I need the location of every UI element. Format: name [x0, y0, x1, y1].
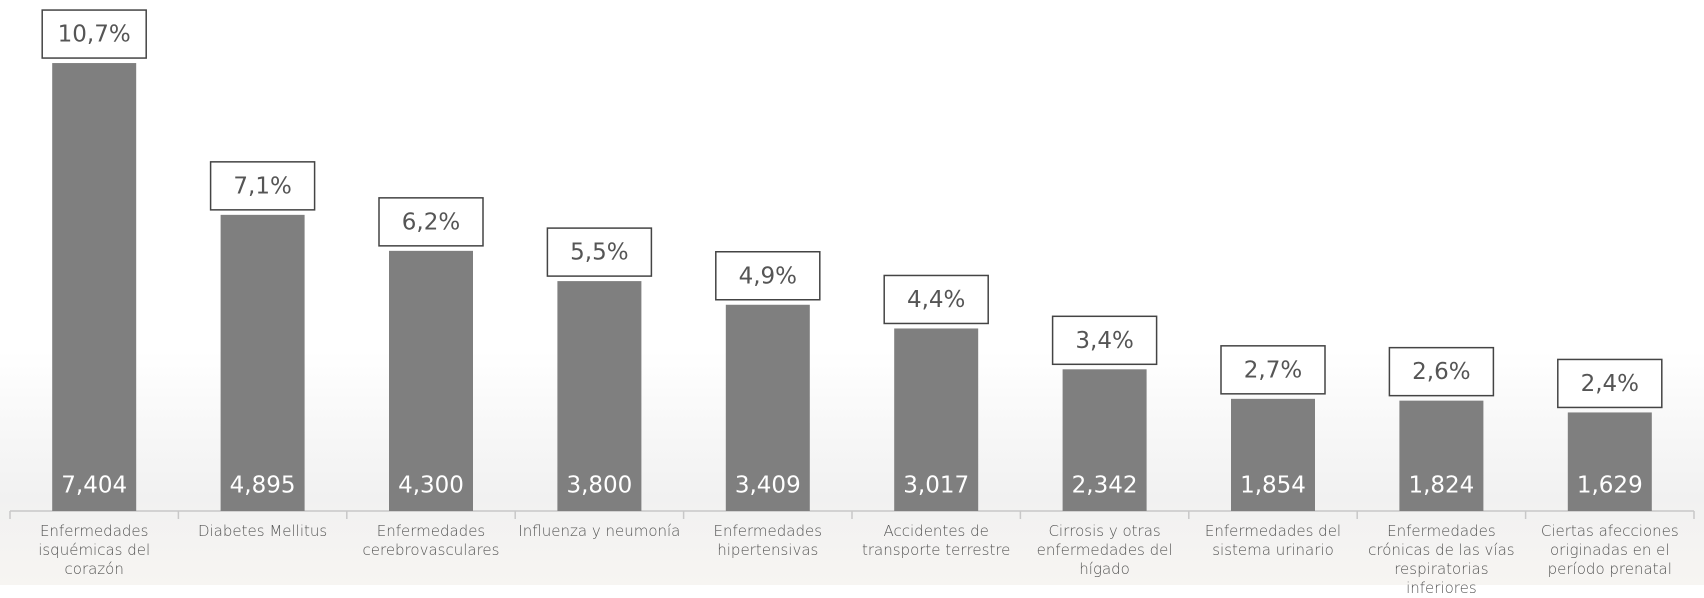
- percent-label: 10,7%: [58, 22, 131, 48]
- bar: [1062, 369, 1147, 511]
- percent-box: [41, 9, 147, 59]
- x-tick-label: Enfermedades hipertensivas: [713, 522, 823, 559]
- bar: [1399, 400, 1484, 511]
- bar: [1567, 412, 1652, 511]
- value-label: 1,629: [1577, 473, 1643, 499]
- chart: 7,404 10,7% 4,895 7,1% 4,300 6,2% 3,800 5,5% 3,4…: [9, 9, 1695, 519]
- x-tick-label: Enfermedades isquémicas del corazón: [38, 522, 151, 578]
- x-tick-label: Ciertas afecciones originadas en el perí…: [1540, 522, 1679, 578]
- value-label: 2,342: [1072, 473, 1138, 499]
- bar: [220, 214, 305, 512]
- x-tick-label: Enfermedades crónicas de las vías respir…: [1368, 522, 1515, 597]
- chart-area: 7,404 10,7% 4,895 7,1% 4,300 6,2% 3,800 5,5% 3,4…: [9, 9, 1695, 597]
- value-label: 3,800: [566, 473, 632, 499]
- percent-box: [1220, 345, 1326, 395]
- percent-box: [209, 161, 316, 211]
- percent-label: 2,4%: [1581, 371, 1639, 397]
- bar: [894, 328, 979, 511]
- value-label: 4,300: [398, 473, 464, 499]
- x-tick-label: Diabetes Mellitus: [197, 522, 328, 540]
- percent-label: 5,5%: [570, 240, 628, 266]
- value-label: 7,404: [61, 473, 127, 499]
- percent-box: [1388, 346, 1495, 397]
- percent-label: 4,4%: [907, 287, 965, 313]
- x-tick-label: Accidentes de transporte terrestre: [861, 522, 1011, 559]
- bar: [52, 63, 137, 512]
- percent-box: [1557, 358, 1663, 409]
- bar: [725, 304, 810, 511]
- percent-box: [378, 197, 484, 247]
- percent-label: 7,1%: [233, 173, 291, 199]
- percent-label: 6,2%: [402, 209, 460, 235]
- percent-label: 2,7%: [1244, 357, 1302, 383]
- bar: [557, 281, 642, 511]
- percent-box: [1051, 315, 1158, 366]
- percent-label: 4,9%: [739, 263, 797, 289]
- percent-label: 3,4%: [1075, 328, 1133, 354]
- percent-box: [546, 227, 653, 277]
- value-label: 3,409: [735, 473, 801, 499]
- x-tick-label: Enfermedades del sistema urinario: [1204, 522, 1342, 559]
- percent-box: [715, 251, 821, 301]
- bar: [1231, 398, 1315, 511]
- value-label: 1,824: [1408, 473, 1474, 499]
- percent-box: [883, 274, 989, 325]
- x-tick-label: Enfermedades cerebrovasculares: [362, 522, 500, 559]
- percent-label: 2,6%: [1412, 359, 1470, 385]
- x-tick-label: Cirrosis y otras enfermedades del hígado: [1036, 522, 1173, 578]
- value-label: 3,017: [903, 473, 969, 499]
- value-label: 4,895: [230, 473, 296, 499]
- bar: [389, 250, 473, 511]
- value-label: 1,854: [1240, 473, 1306, 499]
- x-tick-label: Influenza y neumonía: [518, 522, 681, 540]
